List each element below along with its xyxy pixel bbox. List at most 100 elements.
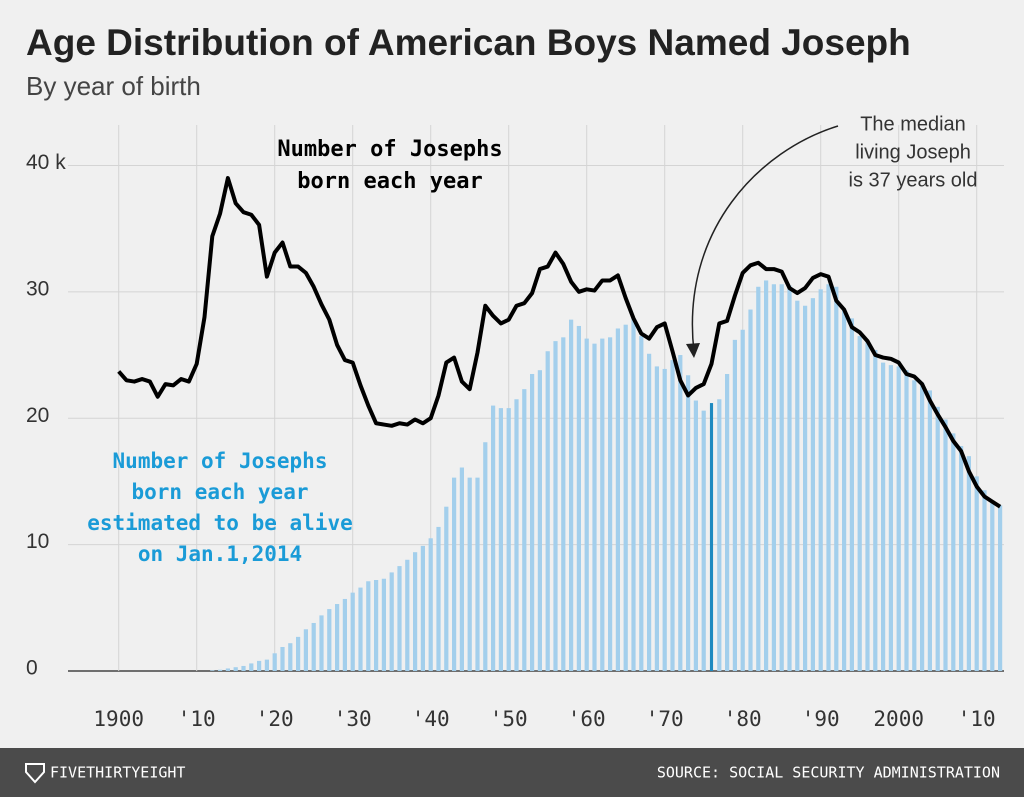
x-tick-label: '40	[412, 707, 450, 731]
bar	[483, 442, 488, 671]
x-tick-label: '80	[724, 707, 762, 731]
bar	[342, 598, 348, 671]
bar	[732, 339, 738, 671]
bar	[381, 578, 387, 671]
bar	[529, 373, 535, 671]
bar	[537, 370, 543, 671]
bar	[756, 286, 761, 671]
bar	[319, 615, 324, 671]
bar	[717, 399, 722, 671]
bar	[857, 336, 862, 671]
bar	[334, 604, 340, 671]
bar	[397, 566, 402, 671]
x-tick-label: '10	[178, 707, 216, 731]
x-tick-label: '30	[334, 707, 372, 731]
bar	[607, 337, 613, 671]
bar	[639, 336, 644, 671]
bar	[888, 365, 894, 671]
bar	[615, 328, 621, 671]
bar	[295, 636, 301, 671]
bar	[327, 609, 332, 671]
bar	[912, 380, 917, 671]
x-tick-label: 1900	[93, 707, 144, 731]
bar	[685, 375, 691, 671]
bar	[568, 319, 574, 671]
bar	[919, 382, 925, 671]
y-tick-label: 0	[26, 657, 38, 680]
x-tick-label: '70	[646, 707, 684, 731]
bar	[444, 506, 449, 671]
footer-bar	[0, 748, 1024, 797]
plot: 0 10 20 30 40 k 1900 '10 '20 '30 '40 '50 '60 '70 '80 '…	[26, 113, 1004, 731]
bar	[810, 298, 816, 671]
bar	[311, 622, 316, 671]
bar	[896, 366, 901, 671]
bar	[740, 329, 745, 671]
bar	[553, 341, 558, 671]
bar	[787, 285, 792, 671]
line	[117, 176, 1002, 509]
bar	[576, 325, 582, 671]
arrow-head	[686, 343, 700, 358]
annotation: born each year	[131, 480, 308, 504]
annotation: Number of Josephs	[113, 449, 328, 473]
bar	[763, 280, 769, 671]
bar	[217, 669, 223, 671]
bar	[241, 665, 246, 671]
highlight-bar	[709, 403, 714, 671]
bar	[451, 477, 457, 671]
bar	[256, 660, 262, 671]
bar	[880, 362, 886, 671]
bar	[373, 580, 379, 671]
bar	[561, 337, 566, 671]
bar	[873, 349, 878, 671]
x-tick-label: '50	[490, 707, 528, 731]
bar	[654, 366, 660, 671]
bar	[264, 659, 270, 671]
bar	[366, 581, 371, 671]
bar	[490, 405, 496, 671]
bar	[724, 373, 730, 671]
x-tick-label: 2000	[873, 707, 924, 731]
annotation: estimated to be alive	[87, 511, 353, 535]
bar	[802, 305, 808, 671]
bar	[990, 500, 995, 671]
bar	[997, 505, 1003, 671]
y-tick-label: 20	[26, 404, 49, 427]
footer-source: SOURCE: SOCIAL SECURITY ADMINISTRATION	[657, 764, 1000, 782]
bar	[849, 318, 855, 671]
bar	[631, 318, 636, 671]
bar	[834, 286, 839, 671]
bar	[545, 351, 550, 671]
bar	[935, 406, 940, 671]
annotation: is 37 years old	[849, 169, 978, 191]
bar	[795, 300, 800, 671]
bar	[506, 408, 511, 671]
bar	[436, 526, 441, 671]
bar	[701, 410, 706, 671]
logo-icon	[25, 763, 45, 784]
bar	[514, 399, 519, 671]
y-tick-label: 30	[26, 277, 49, 300]
annotation: Number of Josephs	[277, 137, 502, 162]
bar	[389, 572, 394, 671]
annotation: born each year	[297, 169, 482, 194]
bar	[951, 433, 956, 671]
bar	[249, 663, 254, 671]
bar	[475, 477, 480, 671]
bar	[405, 559, 410, 671]
bar	[958, 446, 964, 671]
bar	[467, 477, 472, 671]
x-tick-label: '10	[958, 707, 996, 731]
bar	[943, 419, 948, 671]
bar	[498, 408, 504, 671]
bar	[904, 370, 909, 671]
bar	[670, 360, 675, 671]
bar	[522, 389, 527, 671]
bar	[841, 309, 847, 671]
y-tick-label: 40 k	[26, 151, 66, 174]
bar	[826, 284, 831, 671]
bar	[748, 309, 753, 671]
bar	[678, 355, 683, 671]
